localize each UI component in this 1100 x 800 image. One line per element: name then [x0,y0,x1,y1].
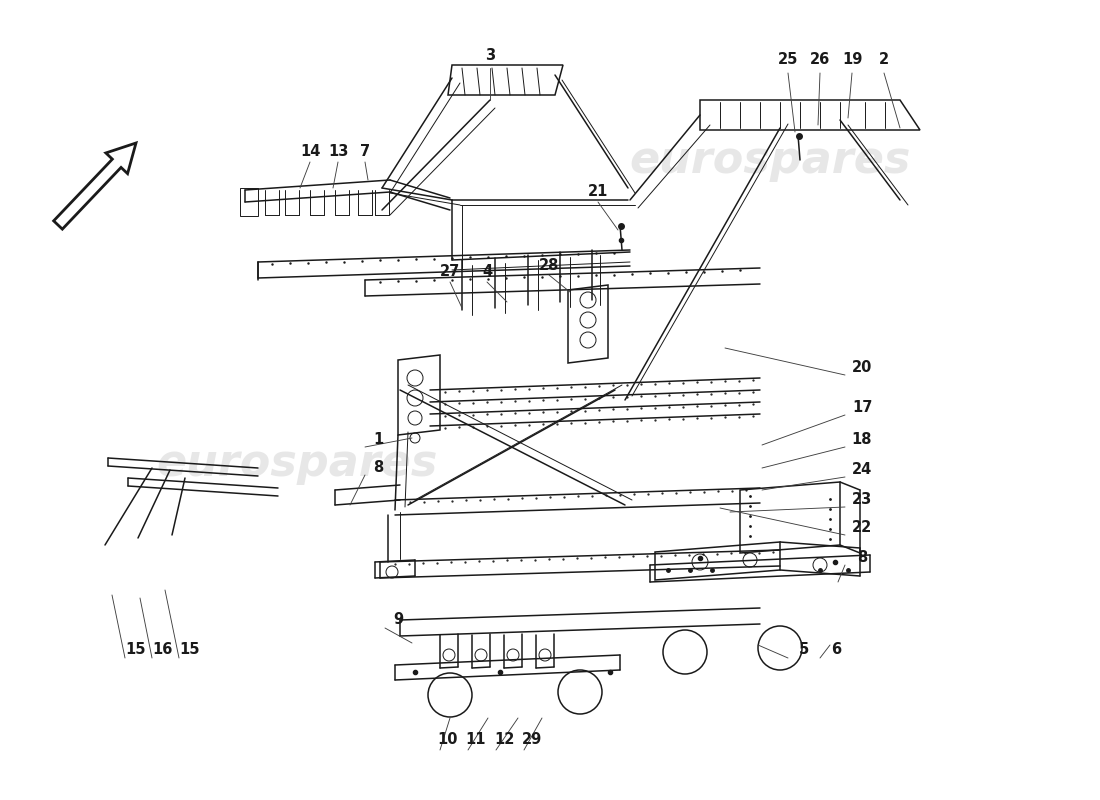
FancyArrow shape [54,143,136,229]
Text: 23: 23 [851,493,872,507]
Text: 15: 15 [179,642,200,658]
Text: 13: 13 [328,145,349,159]
Text: 16: 16 [153,642,173,658]
Text: 5: 5 [799,642,810,658]
Text: eurospares: eurospares [156,442,438,486]
Text: 8: 8 [857,550,867,566]
Text: 6: 6 [830,642,842,658]
Text: 17: 17 [851,401,872,415]
Text: 2: 2 [879,53,889,67]
Text: 10: 10 [438,733,459,747]
Bar [240,188,258,216]
Text: eurospares: eurospares [629,138,911,182]
Text: 15: 15 [125,642,146,658]
Text: 8: 8 [373,461,383,475]
Text: 22: 22 [851,521,872,535]
Text: 26: 26 [810,53,830,67]
Text: 25: 25 [778,53,799,67]
Text: 12: 12 [494,733,514,747]
Text: 1: 1 [373,433,383,447]
Text: 18: 18 [851,433,872,447]
Text: 29: 29 [521,733,542,747]
Text: 27: 27 [440,265,460,279]
Text: 21: 21 [587,185,608,199]
Text: 4: 4 [482,265,492,279]
Text: 7: 7 [360,145,370,159]
Text: 11: 11 [465,733,486,747]
Text: 20: 20 [851,361,872,375]
Text: 28: 28 [539,258,559,273]
Text: 19: 19 [842,53,862,67]
Text: 9: 9 [393,613,403,627]
Text: 14: 14 [300,145,320,159]
Text: 24: 24 [851,462,872,478]
Text: 3: 3 [485,47,495,62]
